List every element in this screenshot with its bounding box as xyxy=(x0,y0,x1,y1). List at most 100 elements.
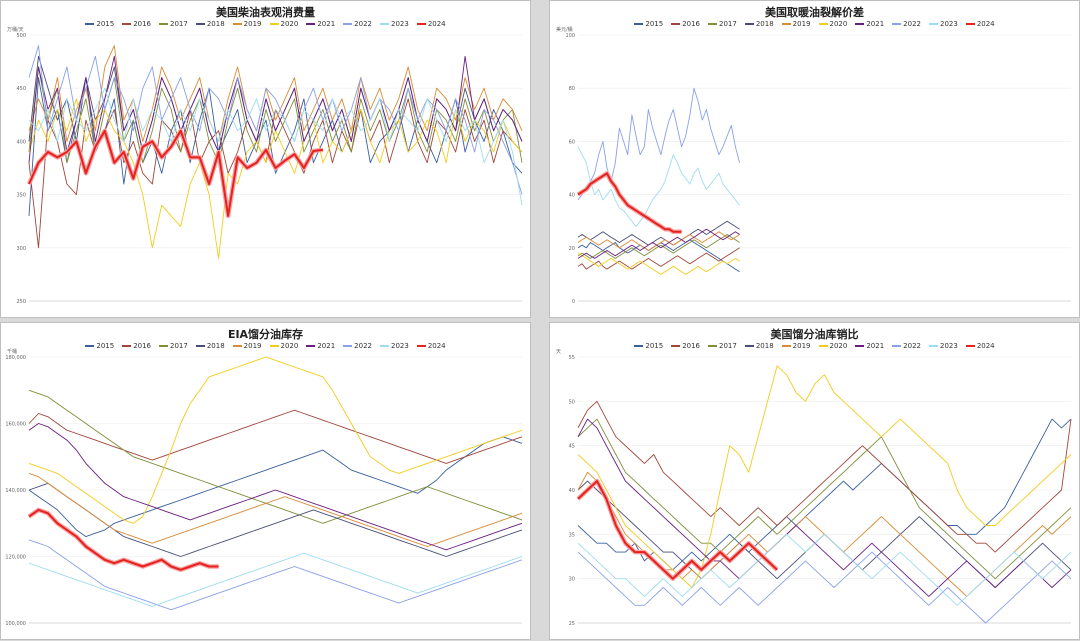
legend-item: 2023 xyxy=(928,342,958,350)
legend-item: 2021 xyxy=(306,20,335,28)
y-tick-label: 400 xyxy=(16,139,26,145)
legend-item: 2016 xyxy=(671,342,700,350)
chart-title: 美国取暖油裂解价差 xyxy=(765,6,864,19)
series-line-2024 xyxy=(577,172,682,233)
legend-swatch xyxy=(343,23,353,25)
legend-swatch xyxy=(416,23,426,25)
series-line-2017 xyxy=(577,418,1072,580)
legend-label: 2020 xyxy=(280,20,299,28)
series-line-2020 xyxy=(28,98,523,259)
legend-label: 2015 xyxy=(96,342,115,350)
legend-label: 2019 xyxy=(792,20,811,28)
chart-panel-stock-sales-ratio: 25 30 35 40 45 50 55 美国馏分油库销比 2015 2016 2017 2018… xyxy=(549,322,1080,640)
chart-panel-distillate-stocks: 100,000 120,000 140,000 160,000 180,000 EIA馏… xyxy=(0,322,531,640)
legend-label: 2021 xyxy=(866,20,885,28)
chart-legend: 2015 2016 2017 2018 2019 2020 2021 2022 2023 2024 xyxy=(1,20,530,28)
legend-swatch xyxy=(159,23,169,25)
series-line-2018 xyxy=(577,220,740,246)
legend-item: 2022 xyxy=(892,20,921,28)
legend-label: 2020 xyxy=(829,342,848,350)
y-tick-label: 160,000 xyxy=(5,422,26,428)
series-line-2024-glow xyxy=(26,128,324,219)
y-tick-label: 25 xyxy=(569,621,575,627)
legend-swatch xyxy=(855,23,865,25)
legend-item: 2024 xyxy=(416,20,446,28)
legend-item: 2019 xyxy=(232,20,262,28)
legend-swatch xyxy=(85,345,95,347)
series-line-2022 xyxy=(28,45,523,195)
chart-title: EIA馏分油库存 xyxy=(227,328,304,341)
legend-swatch xyxy=(892,345,902,347)
legend-item: 2022 xyxy=(892,342,921,350)
y-tick-label: 55 xyxy=(569,355,575,361)
legend-swatch xyxy=(343,345,353,347)
chart-title: 美国馏分油库销比 xyxy=(770,328,859,341)
y-tick-label: 250 xyxy=(16,299,26,305)
legend-label: 2024 xyxy=(976,20,995,28)
legend-label: 2019 xyxy=(792,342,811,350)
y-unit-label: 万桶/天 xyxy=(7,27,24,33)
legend-swatch xyxy=(416,345,426,347)
legend-swatch xyxy=(379,345,389,347)
legend-item: 2020 xyxy=(818,20,847,28)
legend-swatch xyxy=(928,345,938,347)
legend-swatch xyxy=(744,23,754,25)
legend-label: 2021 xyxy=(866,342,885,350)
legend-label: 2023 xyxy=(939,20,958,28)
legend-item: 2021 xyxy=(855,20,884,28)
legend-swatch xyxy=(781,345,791,347)
legend-label: 2017 xyxy=(719,342,737,350)
legend-swatch xyxy=(232,23,242,25)
y-tick-label: 35 xyxy=(569,532,575,538)
y-tick-label: 80 xyxy=(569,86,575,92)
series-line-2024 xyxy=(28,129,324,217)
legend-item: 2023 xyxy=(379,20,409,28)
chart-svg: 25 30 35 40 45 50 55 xyxy=(569,355,1072,627)
legend-item: 2021 xyxy=(306,342,335,350)
legend-label: 2022 xyxy=(903,20,921,28)
legend-swatch xyxy=(195,23,205,25)
y-tick-label: 45 xyxy=(569,444,575,450)
legend-item: 2022 xyxy=(343,342,372,350)
legend-label: 2022 xyxy=(903,342,921,350)
legend-label: 2022 xyxy=(354,342,372,350)
legend-swatch xyxy=(159,345,169,347)
legend-swatch xyxy=(379,23,389,25)
y-tick-label: 120,000 xyxy=(5,555,26,561)
series-line-2022 xyxy=(577,87,741,201)
legend-item: 2015 xyxy=(634,20,663,28)
legend-label: 2018 xyxy=(206,20,225,28)
series-line-2019 xyxy=(28,45,523,142)
legend-item: 2016 xyxy=(122,20,151,28)
legend-swatch xyxy=(928,23,938,25)
series-line-2017 xyxy=(28,389,523,524)
chart-svg: 100,000 120,000 140,000 160,000 180,000 xyxy=(5,355,523,627)
chart-legend: 2015 2016 2017 2018 2019 2020 2021 2022 2023 2024 xyxy=(1,342,530,350)
y-unit-label: 天 xyxy=(556,349,562,355)
legend-swatch xyxy=(965,345,975,347)
chart-svg: 250 300 350 400 450 500 xyxy=(16,33,523,305)
series-line-2016 xyxy=(28,409,523,464)
legend-swatch xyxy=(306,23,316,25)
y-tick-label: 40 xyxy=(569,193,575,199)
series-line-2023 xyxy=(577,146,740,227)
legend-item: 2016 xyxy=(122,342,151,350)
legend-label: 2015 xyxy=(645,342,664,350)
chart-svg: 0 20 40 60 80 100 xyxy=(565,33,1071,305)
legend-item: 2024 xyxy=(965,342,995,350)
legend-item: 2016 xyxy=(671,20,700,28)
series-line-2015 xyxy=(577,239,740,273)
chart-panel-heating-oil-crack: 0 20 40 60 80 100 美国取暖油裂解价差 2015 2016 2017 2018 2… xyxy=(549,0,1080,318)
y-tick-label: 40 xyxy=(569,488,575,494)
series-line-2022 xyxy=(577,551,1072,624)
y-tick-label: 20 xyxy=(569,246,575,252)
series-line-2024 xyxy=(577,480,778,580)
series-line-2023 xyxy=(28,552,523,607)
legend-item: 2017 xyxy=(708,342,737,350)
legend-item: 2017 xyxy=(159,342,188,350)
series-line-2019 xyxy=(28,472,523,547)
legend-label: 2021 xyxy=(317,342,336,350)
legend-label: 2024 xyxy=(427,20,446,28)
legend-swatch xyxy=(634,23,644,25)
series-line-2015 xyxy=(28,436,523,538)
